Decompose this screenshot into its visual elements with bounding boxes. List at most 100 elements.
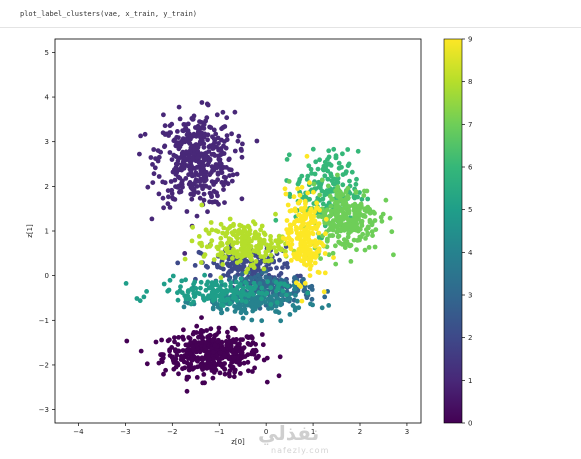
scatter-point <box>196 234 202 239</box>
scatter-point <box>215 229 221 235</box>
scatter-point <box>287 243 293 249</box>
scatter-point <box>167 150 173 155</box>
scatter-point <box>311 181 317 187</box>
scatter-point <box>273 217 279 223</box>
scatter-point <box>141 294 147 300</box>
scatter-point <box>184 132 190 138</box>
scatter-point <box>364 188 370 194</box>
scatter-point <box>252 286 257 291</box>
scatter-point <box>311 189 316 195</box>
scatter-point <box>284 157 290 162</box>
scatter-point <box>277 354 283 360</box>
scatter-point <box>266 306 271 311</box>
scatter-point <box>162 123 168 129</box>
scatter-point <box>228 224 234 229</box>
scatter-point <box>201 356 207 361</box>
scatter-point <box>188 351 193 357</box>
scatter-point <box>391 252 396 258</box>
x-tick-label: −4 <box>73 428 84 436</box>
scatter-point <box>220 262 226 267</box>
scatter-point <box>219 292 225 298</box>
scatter-point <box>312 260 318 266</box>
scatter-point <box>200 380 206 386</box>
scatter-point <box>239 148 244 153</box>
scatter-point <box>218 152 224 158</box>
scatter-point <box>183 149 189 155</box>
scatter-point <box>195 126 201 131</box>
scatter-point <box>206 230 212 236</box>
scatter-point <box>262 300 268 305</box>
scatter-point <box>231 247 236 252</box>
scatter-point <box>348 259 354 264</box>
scatter-point <box>124 338 130 344</box>
scatter-point <box>218 279 224 285</box>
scatter-point <box>225 334 231 340</box>
scatter-point <box>243 269 249 275</box>
scatter-point <box>232 369 238 375</box>
scatter-point <box>331 255 336 260</box>
scatter-point <box>220 109 226 115</box>
scatter-point <box>210 349 216 355</box>
scatter-point <box>214 199 220 205</box>
scatter-point <box>191 281 197 287</box>
scatter-point <box>181 304 187 310</box>
scatter-point <box>278 318 284 324</box>
scatter-point <box>209 227 215 233</box>
scatter-point <box>180 348 186 353</box>
scatter-point <box>217 298 223 303</box>
scatter-point <box>189 238 195 244</box>
scatter-point <box>273 303 279 309</box>
y-axis-ticks: −3 −2 −1 0 1 2 3 4 5 <box>39 49 55 414</box>
scatter-point <box>338 220 344 226</box>
scatter-point <box>324 162 330 167</box>
scatter-point <box>253 348 259 354</box>
scatter-point <box>357 213 363 218</box>
scatter-point <box>220 125 226 130</box>
scatter-point <box>363 236 368 241</box>
scatter-point <box>171 138 177 144</box>
scatter-point <box>215 302 221 307</box>
scatter-point <box>210 375 216 381</box>
scatter-point <box>243 299 249 305</box>
scatter-point <box>317 157 322 163</box>
scatter-point <box>168 179 174 184</box>
scatter-point <box>332 181 338 187</box>
scatter-point <box>212 189 217 195</box>
scatter-point <box>244 258 250 264</box>
scatter-point <box>183 277 189 283</box>
scatter-point <box>223 145 229 151</box>
scatter-point <box>241 303 247 308</box>
scatter-point <box>176 348 182 354</box>
scatter-point <box>222 366 227 371</box>
scatter-point <box>197 119 202 124</box>
code-cell[interactable]: plot_label_clusters(vae, x_train, y_trai… <box>0 0 581 26</box>
scatter-point <box>320 201 326 207</box>
scatter-point <box>330 250 336 256</box>
scatter-point <box>334 229 340 235</box>
scatter-point <box>219 137 224 143</box>
scatter-point <box>202 252 208 258</box>
scatter-point <box>307 273 313 278</box>
scatter-point <box>369 220 375 226</box>
scatter-point <box>176 335 182 340</box>
scatter-point <box>278 281 283 287</box>
scatter-point <box>249 334 254 339</box>
scatter-point <box>186 374 192 380</box>
scatter-point <box>340 192 346 198</box>
scatter-point <box>234 337 239 342</box>
scatter-point <box>268 252 274 258</box>
scatter-point <box>283 236 289 242</box>
scatter-point <box>287 296 293 302</box>
scatter-point <box>307 180 312 186</box>
scatter-point <box>333 177 339 183</box>
scatter-point <box>220 346 226 351</box>
scatter-point <box>276 373 282 379</box>
scatter-point <box>161 205 167 211</box>
scatter-point <box>373 227 379 233</box>
scatter-point <box>228 284 234 289</box>
scatter-point <box>269 257 274 263</box>
scatter-point <box>308 253 313 259</box>
scatter-point <box>346 208 352 213</box>
scatter-point <box>261 266 267 272</box>
scatter-point <box>275 296 281 301</box>
